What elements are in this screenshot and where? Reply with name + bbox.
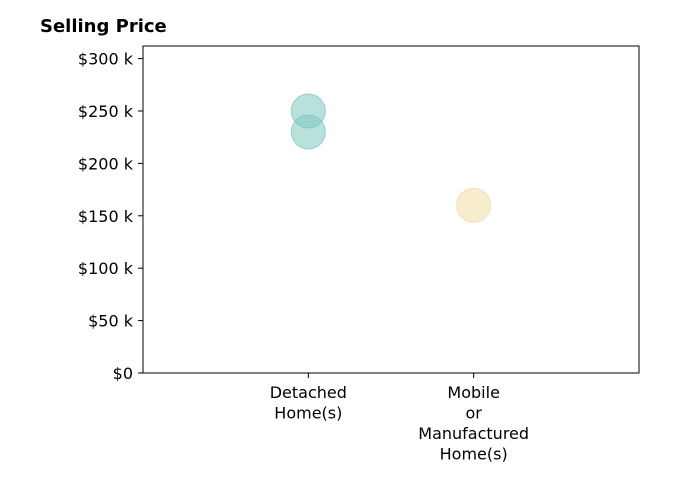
data-point — [290, 114, 326, 150]
x-tick-label: Mobile or Manufactured Home(s) — [418, 383, 529, 464]
y-tick-label: $250 k — [78, 102, 134, 121]
chart-title: Selling Price — [40, 16, 167, 37]
y-tick-label: $200 k — [78, 154, 134, 173]
y-tick-label: $150 k — [78, 207, 134, 226]
y-tick-label: $100 k — [78, 259, 134, 278]
y-tick-label: $0 — [113, 364, 133, 383]
plot-frame — [142, 45, 640, 374]
y-tick-label: $50 k — [88, 312, 134, 331]
x-tick-label: Detached Home(s) — [270, 383, 347, 423]
y-axis: $0 $50 k $100 k $150 k $200 k $250 k $300 k — [78, 50, 143, 383]
data-points — [290, 93, 492, 223]
y-tick-label: $300 k — [78, 50, 134, 69]
data-point — [456, 187, 492, 223]
x-axis: Detached Home(s) Mobile or Manufactured Home(… — [270, 373, 529, 464]
